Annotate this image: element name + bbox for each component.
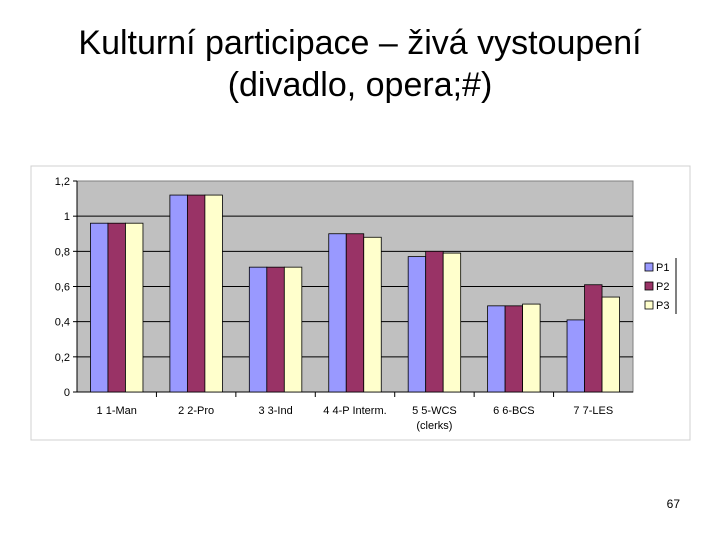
bar-p2-cat-7 bbox=[584, 284, 603, 393]
x-tick-label: 2 2-Pro bbox=[178, 405, 214, 417]
y-tick-label: 0,2 bbox=[55, 352, 70, 364]
y-tick-label: 1 bbox=[64, 211, 70, 223]
y-tick-label: 1,2 bbox=[55, 176, 70, 188]
bar-p3-cat-2 bbox=[204, 194, 223, 393]
x-tick-label: 7 7-LES bbox=[573, 405, 613, 417]
bar-p3-cat-4 bbox=[363, 236, 382, 393]
bar-p2-cat-4 bbox=[345, 233, 365, 393]
bar-p1-cat-2 bbox=[169, 194, 188, 393]
legend-swatch-p2 bbox=[644, 281, 654, 291]
legend-swatch-p3 bbox=[644, 300, 654, 310]
y-tick-label: 0,4 bbox=[55, 317, 70, 329]
x-tick-label: 6 6-BCS bbox=[493, 405, 535, 417]
bar-p1-cat-7 bbox=[566, 319, 585, 393]
legend-label-p1: P1 bbox=[656, 262, 669, 274]
x-tick-label: 5 5-WCS bbox=[412, 405, 457, 417]
legend-swatch-p1 bbox=[644, 262, 654, 272]
bar-p2-cat-1 bbox=[107, 222, 126, 393]
page-number: 67 bbox=[666, 497, 680, 511]
bar-p3-cat-5 bbox=[442, 252, 462, 393]
x-tick-label: 1 1-Man bbox=[97, 405, 137, 417]
bar-p1-cat-6 bbox=[487, 305, 506, 393]
x-tick-label: 4 4-P Interm. bbox=[323, 405, 386, 417]
bar-p2-cat-5 bbox=[425, 250, 444, 393]
bar-p1-cat-4 bbox=[328, 233, 347, 393]
y-tick-label: 0,8 bbox=[55, 246, 70, 258]
bar-p3-cat-6 bbox=[522, 303, 541, 393]
slide-title-line-2: (divadlo, opera;#) bbox=[227, 66, 493, 104]
x-tick-sublabel: (clerks) bbox=[416, 420, 452, 432]
bar-p2-cat-2 bbox=[186, 194, 206, 393]
legend-label-p2: P2 bbox=[656, 281, 669, 293]
bar-p3-cat-1 bbox=[125, 222, 144, 393]
bar-p2-cat-3 bbox=[266, 266, 285, 393]
y-tick-label: 0 bbox=[64, 387, 70, 399]
slide-title-line-1: Kulturní participace – živá vystoupení bbox=[78, 24, 642, 62]
bar-p1-cat-1 bbox=[90, 222, 109, 393]
bar-p1-cat-5 bbox=[407, 256, 427, 393]
bar-p1-cat-3 bbox=[248, 266, 268, 393]
slide-title: Kulturní participace – živá vystoupení (… bbox=[20, 22, 700, 106]
legend-label-p3: P3 bbox=[656, 300, 669, 312]
y-tick-label: 0,6 bbox=[55, 282, 70, 294]
bar-p3-cat-7 bbox=[601, 296, 620, 393]
x-tick-label: 3 3-Ind bbox=[258, 405, 292, 417]
bar-p3-cat-3 bbox=[283, 266, 303, 393]
bar-p2-cat-6 bbox=[504, 305, 524, 393]
